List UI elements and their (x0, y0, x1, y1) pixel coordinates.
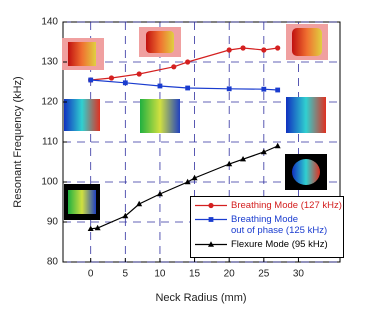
point (185, 85, 191, 91)
x-tick-label: 20 (224, 269, 236, 280)
x-tick-label: 15 (189, 269, 201, 280)
point (191, 174, 198, 181)
point (185, 59, 191, 65)
point (88, 77, 94, 83)
y-tick-label: 120 (41, 97, 58, 108)
y-axis-title: Resonant Frequency (kHz) (12, 76, 24, 207)
mode-image (292, 28, 322, 56)
point (87, 225, 94, 231)
point (226, 160, 233, 167)
series-line (90, 47, 278, 81)
point (157, 83, 163, 89)
mode-image (140, 99, 180, 133)
x-tick-label: 10 (154, 269, 166, 280)
y-tick-label: 130 (41, 57, 58, 68)
legend-entry: Flexure Mode (95 kHz) (191, 239, 343, 250)
point (275, 87, 281, 93)
mode-image (68, 42, 96, 66)
x-tick-label: 25 (258, 269, 270, 280)
x-tick-label: 0 (88, 269, 94, 280)
series-line (90, 79, 278, 91)
legend-label: Flexure Mode (95 kHz) (231, 239, 328, 250)
legend-label: Breathing Mode (127 kHz) (231, 200, 342, 211)
point (136, 200, 143, 207)
y-tick-label: 100 (41, 177, 58, 188)
legend: Breathing Mode (127 kHz) Breathing Mode o… (190, 196, 344, 258)
point (261, 86, 267, 92)
point (184, 178, 191, 185)
point (208, 241, 214, 247)
y-tick-label: 140 (41, 17, 58, 28)
y-tick-label: 90 (47, 217, 59, 228)
legend-swatch (195, 217, 227, 222)
point (260, 148, 267, 155)
x-tick-label: 30 (293, 269, 305, 280)
mode-image (64, 99, 100, 131)
y-tick-label: 110 (42, 137, 58, 148)
point (136, 71, 142, 77)
point (261, 47, 267, 53)
legend-swatch (195, 202, 227, 209)
point (275, 45, 281, 51)
mode-image (68, 190, 96, 214)
legend-label: Breathing Mode out of phase (125 kHz) (231, 214, 328, 236)
mode-image (146, 31, 174, 53)
legend-entry: Breathing Mode out of phase (125 kHz) (191, 214, 343, 236)
point (156, 190, 163, 197)
point (226, 47, 232, 53)
point (122, 212, 129, 219)
legend-entry: Breathing Mode (127 kHz) (191, 200, 343, 211)
point (171, 64, 177, 70)
y-tick-label: 80 (47, 257, 59, 268)
mode-images (62, 24, 328, 220)
legend-swatch (195, 241, 227, 247)
point (208, 217, 214, 222)
point (226, 86, 232, 92)
x-axis-title: Neck Radius (mm) (155, 292, 246, 304)
x-tick-label: 5 (123, 269, 129, 280)
point (274, 142, 281, 149)
point (240, 156, 247, 162)
mode-image (292, 159, 320, 185)
point (108, 75, 115, 81)
mode-image (286, 97, 326, 133)
point (240, 45, 246, 51)
point (208, 202, 214, 209)
point (122, 80, 128, 86)
point (94, 224, 101, 231)
